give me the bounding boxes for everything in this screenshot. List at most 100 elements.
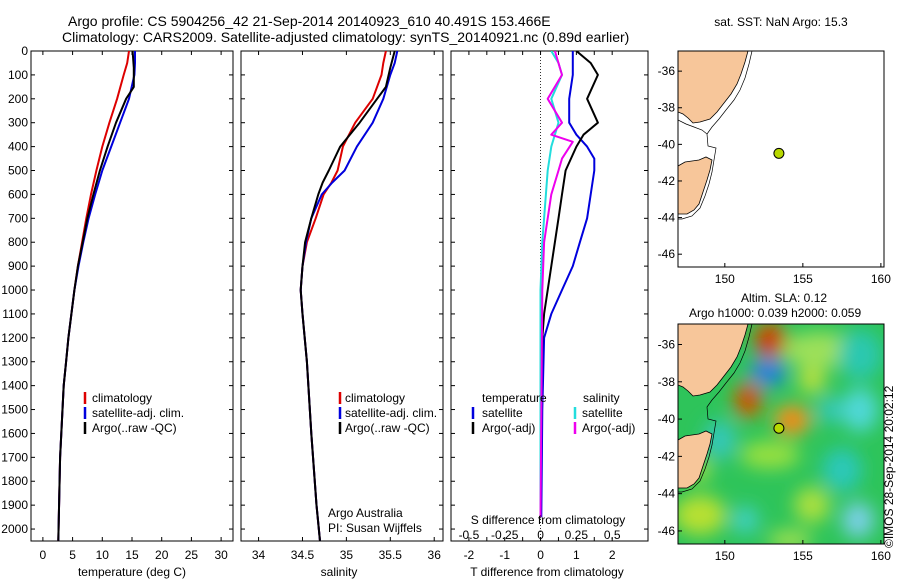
- map-x-tick-label: 155: [793, 549, 813, 563]
- y-tick-label: 1200: [1, 331, 28, 345]
- x-tick-label: 34: [252, 548, 266, 562]
- top-map-title: sat. SST: NaN Argo: 15.3: [714, 15, 848, 29]
- bottom-map-tasmania: [678, 430, 713, 489]
- temperature-axes: [30, 50, 234, 542]
- legend-label-t-argo: Argo(-adj): [482, 421, 535, 435]
- y-tick-label: 1900: [1, 498, 28, 512]
- top-map-mainland: [678, 51, 749, 124]
- figure-title-line2: Climatology: CARS2009. Satellite-adjuste…: [62, 29, 629, 45]
- x-tick-label: 1: [573, 548, 580, 562]
- y-tick-label: 600: [8, 187, 28, 201]
- y-tick-label: 400: [8, 140, 28, 154]
- map-y-tick-label: -38: [658, 101, 676, 115]
- x-tick-label: 25: [185, 548, 199, 562]
- series-group: [299, 51, 399, 541]
- map-x-tick-label: 150: [715, 272, 735, 286]
- y-tick-label: 700: [8, 211, 28, 225]
- top-map-frame: [677, 50, 885, 268]
- y-tick-label: 1100: [2, 307, 28, 321]
- series-line-satellite: [540, 51, 596, 518]
- x-tick-label: 10: [96, 548, 110, 562]
- top-map-tasmania: [678, 156, 713, 215]
- map-y-tick-label: -40: [658, 412, 676, 426]
- top-map-strait: [678, 119, 708, 135]
- legend-label-s-satellite: satellite: [582, 406, 623, 420]
- legend-heading-salinity: salinity: [583, 391, 620, 405]
- bottom-map-axes: 150 155 160 -36 -38 -40 -42 -44 -46: [658, 338, 892, 563]
- argo-position-marker: [773, 422, 785, 434]
- legend-label-satellite: satellite-adj. clim.: [92, 406, 184, 420]
- map-y-tick-label: -36: [658, 64, 676, 78]
- series-line-argo: [57, 51, 135, 541]
- series-line-argo: [539, 51, 599, 518]
- map-x-tick-label: 160: [871, 549, 891, 563]
- series-line-argo: [299, 51, 396, 541]
- y-tick-label: 1500: [1, 403, 28, 417]
- bottom-map-mainland: [678, 324, 749, 397]
- map-y-tick-label: -42: [658, 174, 676, 188]
- y-tick-label: 0: [21, 44, 28, 58]
- difference-legend: temperature salinity satellite Argo(-adj…: [471, 391, 635, 435]
- series-line-satellite: [299, 51, 399, 541]
- salinity-xlabel: salinity: [321, 565, 358, 579]
- legend-label-argo: Argo(..raw -QC): [345, 421, 430, 435]
- y-tick-label: 800: [8, 235, 28, 249]
- x-tick-label: 15: [125, 548, 139, 562]
- legend-label-climatology: climatology: [92, 391, 152, 405]
- x-tick-label: 35.5: [379, 548, 403, 562]
- temperature-xlabel: temperature (deg C): [78, 565, 186, 579]
- y-tick-label: 1000: [1, 283, 28, 297]
- temperature-legend: climatology satellite-adj. clim. Argo(..…: [83, 391, 184, 435]
- s-difference-xlabel: S difference from climatology: [471, 513, 626, 527]
- bottom-map: [678, 324, 884, 544]
- x2-tick-label: -0.5: [459, 528, 480, 542]
- footer-timestamp: ©IMOS 28-Sep-2014 20:02:12: [882, 385, 896, 548]
- series-line-satellite: [57, 51, 136, 541]
- top-map-shelf-contour: [678, 51, 753, 220]
- bottom-map-shelf-contour: [678, 324, 753, 493]
- map-y-tick-label: -36: [658, 338, 676, 352]
- x-tick-label: 35: [340, 548, 354, 562]
- legend-heading-temperature: temperature: [482, 391, 547, 405]
- x-tick-label: 34.5: [291, 548, 315, 562]
- difference-axes: [450, 50, 649, 542]
- series-group: [57, 51, 136, 541]
- top-map: [678, 51, 884, 267]
- bottom-map-title-line1: Altim. SLA: 0.12: [741, 291, 827, 305]
- y-tick-label: 1300: [1, 355, 28, 369]
- temperature-panel: 0100200300400500600700800900100011001200…: [1, 44, 233, 562]
- bottom-map-frame: [677, 323, 885, 545]
- map-y-tick-label: -44: [658, 211, 676, 225]
- x-tick-label: 30: [214, 548, 228, 562]
- bottom-map-title-line2: Argo h1000: 0.039 h2000: 0.059: [689, 306, 861, 320]
- x-tick-label: 5: [69, 548, 76, 562]
- x-tick-label: 36: [428, 548, 442, 562]
- y-tick-label: 300: [8, 116, 28, 130]
- y-tick-label: 1800: [1, 474, 28, 488]
- x2-tick-label: 0.5: [604, 528, 621, 542]
- y-tick-label: 500: [8, 164, 28, 178]
- series-line-sal_satellite: [539, 51, 563, 518]
- series-group: [539, 51, 599, 518]
- legend-label-argo: Argo(..raw -QC): [92, 421, 177, 435]
- legend-label-satellite: satellite-adj. clim.: [345, 406, 437, 420]
- legend-label-s-argo: Argo(-adj): [582, 421, 635, 435]
- figure-title-line1: Argo profile: CS 5904256_42 21-Sep-2014 …: [68, 13, 551, 29]
- t-difference-xlabel: T difference from climatology: [470, 565, 624, 579]
- y-tick-label: 200: [8, 92, 28, 106]
- x-tick-label: 20: [155, 548, 169, 562]
- x2-tick-label: 0.25: [565, 528, 589, 542]
- y-tick-label: 1700: [1, 450, 28, 464]
- x-tick-label: 0: [40, 548, 47, 562]
- map-y-tick-label: -44: [658, 487, 676, 501]
- map-y-tick-label: -40: [658, 137, 676, 151]
- x-tick-label: 0: [537, 548, 544, 562]
- y-tick-label: 2000: [1, 522, 28, 536]
- salinity-panel: 34 34.5 35 35.5 36: [241, 50, 443, 562]
- salinity-axes: [240, 50, 444, 542]
- difference-panel: -2 -1 0 1 2-0.5 -0.25 0 0.25 0.5: [451, 50, 648, 562]
- map-y-tick-label: -38: [658, 375, 676, 389]
- y-tick-label: 100: [8, 68, 28, 82]
- y-tick-label: 1400: [1, 379, 28, 393]
